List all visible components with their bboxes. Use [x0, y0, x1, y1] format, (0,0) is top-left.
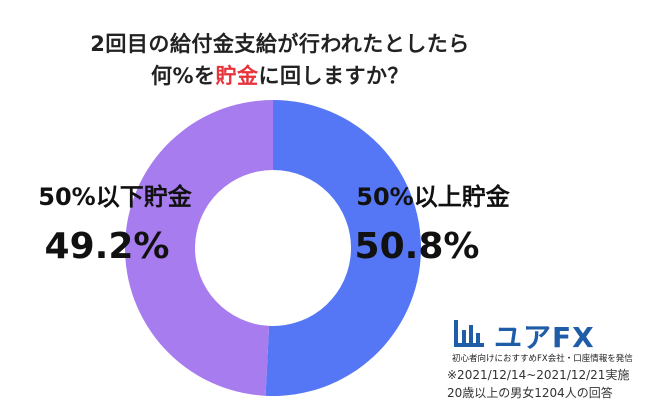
donut-slice-below-50 — [124, 100, 274, 396]
survey-sample-note: 20歳以上の男女1204人の回答 — [447, 386, 613, 400]
chart-title-line2: 何%を貯金に回しますか？ — [0, 60, 560, 90]
survey-period-note: ※2021/12/14~2021/12/21実施 — [447, 368, 630, 382]
slice-label-above-50: 50%以上貯金 — [356, 183, 510, 211]
slice-label-below-50: 50%以下貯金 — [38, 183, 192, 211]
logo-tagline: 初心者向けにおすすめFX会社・口座情報を発信 — [452, 354, 633, 364]
logo-text: ユアFX — [494, 321, 595, 354]
title-part-post: に回しますか？ — [258, 64, 410, 88]
title-part-pre: 何%を — [150, 64, 216, 88]
brand-logo: ユアFX 初心者向けにおすすめFX会社・口座情報を発信 — [446, 312, 646, 364]
bar-chart-icon — [454, 320, 484, 347]
slice-value-above-50: 50.8% — [355, 226, 480, 267]
donut-slice-above-50 — [265, 100, 421, 396]
title-highlight: 貯金 — [215, 64, 259, 88]
chart-title-line1: 2回目の給付金支給が行われたとしたら — [90, 32, 470, 56]
slice-value-below-50: 49.2% — [45, 226, 170, 267]
